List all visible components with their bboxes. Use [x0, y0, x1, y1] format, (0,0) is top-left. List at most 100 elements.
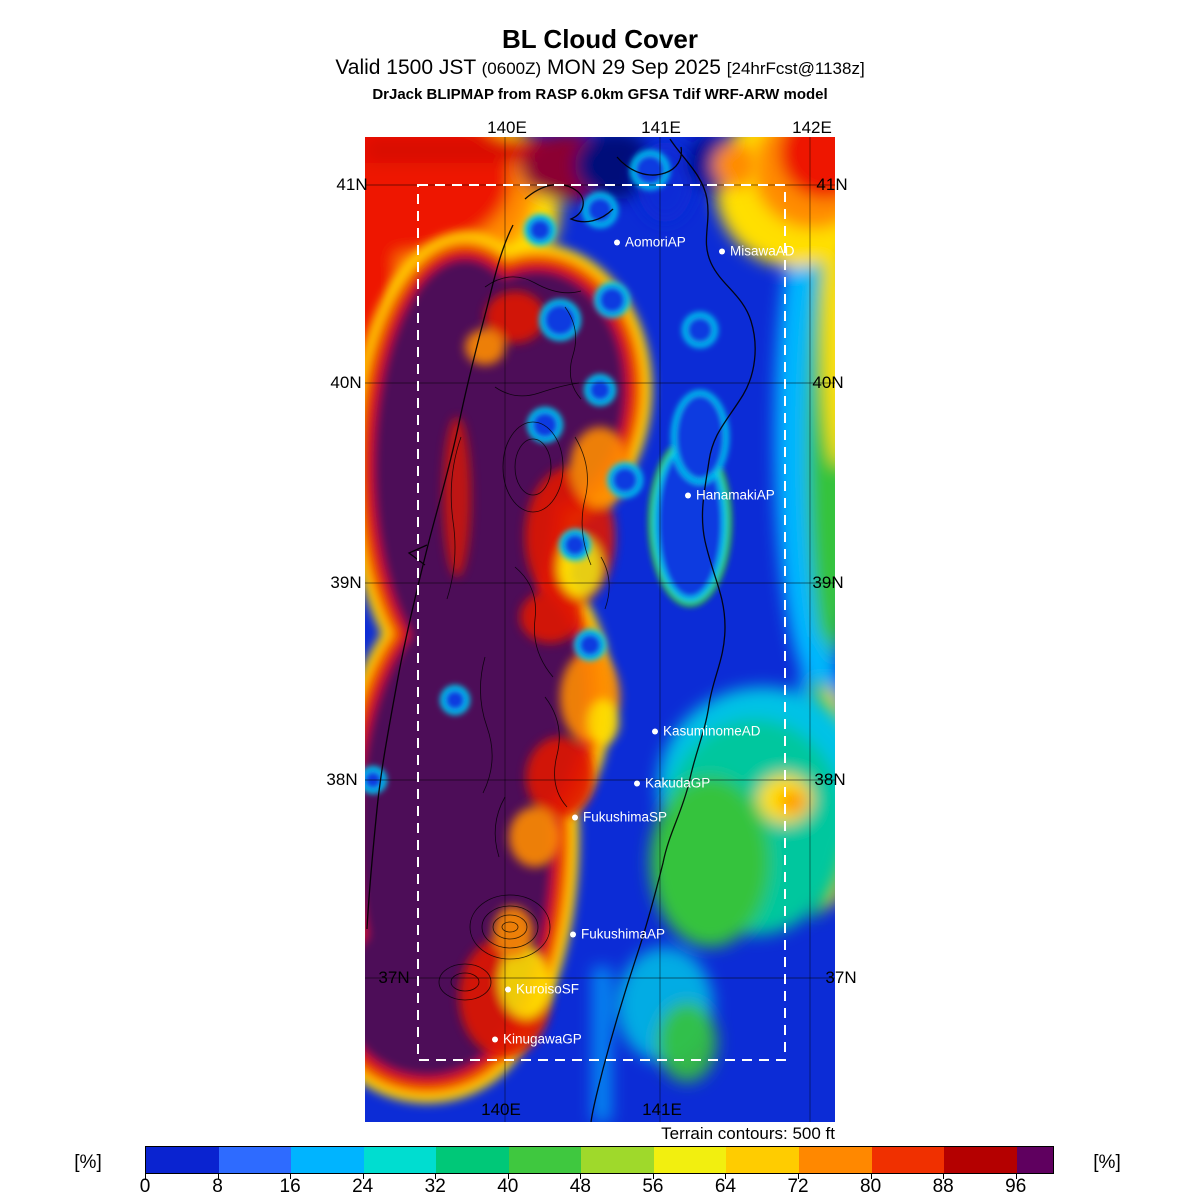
lat-label-right: 39N [812, 573, 844, 592]
station-label: KuroisoSF [516, 981, 580, 997]
colorbar-tick-mark [145, 1174, 146, 1179]
station-FukushimaAP: FukushimaAP [570, 927, 665, 942]
colorbar-unit-right: [%] [1093, 1152, 1121, 1173]
colorbar-tick-mark [943, 1174, 945, 1179]
colorbar-tick-label: 72 [787, 1176, 809, 1197]
lat-label-right: 41N [816, 175, 848, 194]
colorbar-tick-label: 16 [279, 1176, 301, 1197]
colorbar-segment [653, 1147, 727, 1173]
colorbar-tick-mark [580, 1174, 582, 1179]
colorbar-tick-label: 64 [714, 1176, 737, 1197]
colorbar-segment [944, 1147, 1017, 1173]
station-dot [572, 814, 578, 820]
colorbar-tick-label: 56 [642, 1176, 664, 1197]
valid-time-line: Valid 1500 JST (0600Z) MON 29 Sep 2025 [… [0, 56, 1200, 80]
colorbar-segment [726, 1147, 800, 1173]
station-label: AomoriAP [625, 234, 686, 250]
lat-label-right: 37N [825, 968, 857, 987]
colorbar-tick-label: 32 [424, 1176, 446, 1197]
colorbar-tick-label: 96 [1005, 1176, 1027, 1197]
colorbar-tick-label: 8 [212, 1176, 223, 1197]
station-dot [505, 986, 511, 992]
colorbar-segment [291, 1147, 364, 1173]
lon-label-top: 141E [641, 118, 681, 137]
station-dot [685, 492, 691, 498]
station-label: KinugawaGP [503, 1031, 582, 1047]
station-dot [614, 239, 620, 245]
station-KakudaGP: KakudaGP [634, 776, 710, 791]
page-title: BL Cloud Cover [502, 24, 698, 54]
lon-label-bottom: 141E [642, 1100, 682, 1119]
colorbar-segment [508, 1147, 582, 1173]
lat-label-left: 37N [378, 968, 410, 987]
colorbar-segment [799, 1147, 872, 1173]
lat-label-left: 38N [326, 770, 358, 789]
station-dot [634, 780, 640, 786]
lon-label-top: 142E [792, 118, 832, 137]
colorbar-tick-label: 88 [932, 1176, 954, 1197]
station-label: HanamakiAP [696, 487, 775, 503]
forecast-map: AomoriAP MisawaAD HanamakiAP KasuminomeAD Ka… [365, 137, 835, 1122]
station-label: FukushimaAP [581, 926, 666, 942]
station-layer: AomoriAP MisawaAD HanamakiAP KasuminomeAD Ka… [365, 137, 835, 1122]
lat-label-left: 41N [336, 175, 368, 194]
valid-prefix: Valid 1500 JST [335, 56, 482, 79]
colorbar-tick-label: 80 [860, 1176, 882, 1197]
station-dot [652, 728, 658, 734]
station-KuroisoSF: KuroisoSF [505, 982, 579, 997]
cloud-cover-field [365, 137, 835, 1122]
valid-date: MON 29 Sep 2025 [541, 56, 727, 79]
colorbar-tick-mark [652, 1174, 654, 1179]
model-line: DrJack BLIPMAP from RASP 6.0km GFSA Tdif… [372, 86, 828, 103]
colorbar-tick-label: 40 [497, 1176, 519, 1197]
valid-fcst-tag: [24hrFcst@1138z] [726, 59, 865, 78]
southeast-partial-region [593, 687, 835, 1122]
cloud-cover-colorbar [145, 1146, 1054, 1174]
colorbar-tick-mark [362, 1174, 364, 1179]
colorbar-segment [581, 1147, 654, 1173]
station-HanamakiAP: HanamakiAP [685, 488, 775, 503]
station-dot [492, 1036, 498, 1042]
colorbar-segment [436, 1147, 509, 1173]
terrain-contours [438, 276, 610, 1001]
colorbar-tick-label: 24 [352, 1176, 374, 1197]
station-label: MisawaAD [730, 243, 795, 259]
station-KasuminomeAD: KasuminomeAD [652, 724, 761, 739]
domain-boundary-box [417, 184, 786, 1061]
colorbar-tick-mark [798, 1174, 800, 1179]
colorbar-segment [1016, 1147, 1053, 1173]
colorbar-tick-label: 48 [569, 1176, 591, 1197]
station-MisawaAD: MisawaAD [719, 244, 795, 259]
colorbar-tick-mark [290, 1174, 292, 1179]
station-label: KasuminomeAD [663, 723, 761, 739]
valid-zulu: (0600Z) [481, 59, 542, 78]
colorbar-tick-mark [870, 1174, 872, 1179]
colorbar-segment [363, 1147, 437, 1173]
station-label: KakudaGP [645, 775, 711, 791]
lon-label-bottom: 140E [481, 1100, 521, 1119]
lat-label-right: 40N [812, 373, 844, 392]
grid-lines [365, 137, 835, 1122]
lat-label-left: 40N [330, 373, 362, 392]
lat-label-right: 38N [814, 770, 846, 789]
station-FukushimaSP: FukushimaSP [572, 810, 667, 825]
colorbar-tick-mark [725, 1174, 727, 1179]
lat-label-left: 39N [330, 573, 362, 592]
colorbar-segment [146, 1147, 219, 1173]
lon-label-top: 140E [487, 118, 527, 137]
colorbar-tick-label: 0 [139, 1176, 151, 1197]
station-dot [570, 931, 576, 937]
terrain-contour-note: Terrain contours: 500 ft [661, 1124, 835, 1143]
station-AomoriAP: AomoriAP [614, 235, 686, 250]
colorbar-tick-mark [507, 1174, 509, 1179]
station-dot [719, 248, 725, 254]
colorbar-tick-mark [217, 1174, 219, 1179]
station-label: FukushimaSP [583, 809, 668, 825]
colorbar-tick-mark [435, 1174, 437, 1179]
station-KinugawaGP: KinugawaGP [492, 1032, 582, 1047]
colorbar-segment [871, 1147, 945, 1173]
colorbar-tick-mark [1015, 1174, 1017, 1179]
colorbar-segment [218, 1147, 292, 1173]
colorbar-unit-left: [%] [74, 1152, 102, 1173]
